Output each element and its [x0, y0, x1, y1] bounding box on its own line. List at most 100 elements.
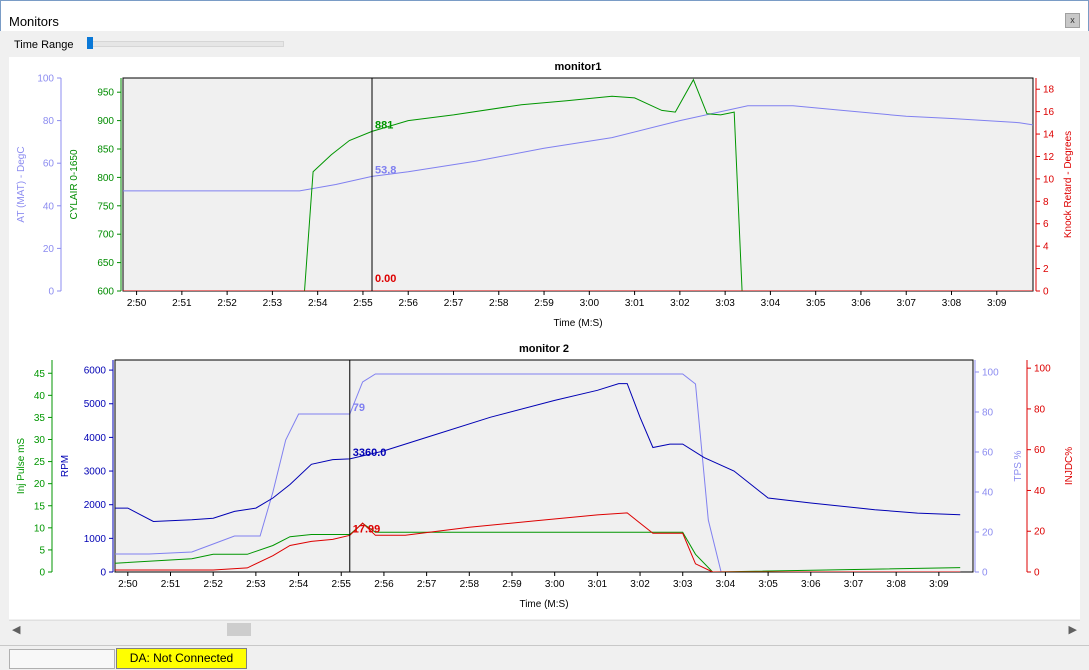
- x-tick-label: 3:03: [715, 298, 735, 309]
- x-tick-label: 2:52: [203, 579, 223, 590]
- x-tick-label: 2:59: [534, 298, 554, 309]
- y-tick-label: 3000: [84, 467, 107, 478]
- x-tick-label: 3:05: [758, 579, 778, 590]
- y-tick-label: 900: [97, 116, 114, 127]
- x-tick-label: 3:09: [987, 298, 1007, 309]
- x-tick-label: 2:56: [374, 579, 394, 590]
- x-tick-label: 2:55: [353, 298, 373, 309]
- x-tick-label: 3:06: [851, 298, 871, 309]
- series-line-rpm: [115, 383, 961, 523]
- y-axis-label: TPS %: [1013, 450, 1024, 481]
- y-tick-label: 18: [1043, 85, 1055, 96]
- y-tick-label: 950: [97, 88, 114, 99]
- y-tick-label: 12: [1043, 152, 1055, 163]
- cursor-value-label: 3360.0: [353, 447, 387, 459]
- x-tick-label: 3:05: [806, 298, 826, 309]
- y-tick-label: 100: [37, 74, 54, 85]
- scrollbar-thumb[interactable]: [227, 623, 251, 636]
- da-status-badge: DA: Not Connected: [116, 648, 247, 669]
- y-tick-label: 2: [1043, 264, 1049, 275]
- x-tick-label: 2:57: [444, 298, 464, 309]
- cursor-value-label: 881: [375, 119, 393, 131]
- horizontal-scrollbar[interactable]: ◀ ▶: [9, 620, 1080, 638]
- y-tick-label: 35: [34, 413, 46, 424]
- y-tick-label: 5: [39, 545, 45, 556]
- monitor1-chart: monitor1 2:50 2:51 2:52 2:53 2:54 2:55 2:56 2:57…: [16, 61, 1074, 329]
- window-titlebar: Monitors x: [0, 0, 1089, 31]
- y-tick-label: 10: [1043, 174, 1055, 185]
- x-tick-label: 2:54: [308, 298, 328, 309]
- y-tick-label: 60: [1034, 445, 1046, 456]
- x-tick-label: 3:03: [673, 579, 693, 590]
- monitor2-chart: monitor 2 2:50 2:51 2:52 2:53 2:54 2:55 2:56 2:5…: [16, 343, 1075, 610]
- x-tick-label: 2:57: [417, 579, 437, 590]
- y-tick-label: 80: [1034, 404, 1046, 415]
- y-tick-label: 2000: [84, 500, 107, 511]
- y-tick-label: 60: [43, 159, 55, 170]
- cursor-value-label: 79: [353, 402, 365, 414]
- toolbar: Time Range: [1, 31, 1088, 57]
- time-range-label: Time Range: [14, 39, 74, 51]
- x-tick-label: 3:01: [625, 298, 645, 309]
- x-tick-label: 2:58: [460, 579, 480, 590]
- y-tick-label: 850: [97, 145, 114, 156]
- y-tick-label: 700: [97, 230, 114, 241]
- chart-title: monitor 2: [519, 343, 569, 355]
- y-tick-label: 650: [97, 258, 114, 269]
- x-tick-label: 2:56: [398, 298, 418, 309]
- chart-title: monitor1: [554, 61, 601, 73]
- x-tick-label: 3:02: [630, 579, 650, 590]
- y-axis-label: Inj Pulse mS: [16, 438, 27, 494]
- y-tick-label: 100: [1034, 364, 1051, 375]
- x-tick-label: 2:51: [161, 579, 181, 590]
- series-line-injdc: [115, 512, 961, 572]
- series-line-tps: [115, 373, 961, 572]
- y-tick-label: 600: [97, 287, 114, 298]
- y-tick-label: 0: [1034, 568, 1040, 579]
- time-range-slider-thumb[interactable]: [87, 37, 93, 49]
- x-tick-label: 2:53: [246, 579, 266, 590]
- x-tick-label: 2:58: [489, 298, 509, 309]
- close-icon[interactable]: x: [1065, 13, 1080, 28]
- cursor-value-label: 53.8: [375, 164, 396, 176]
- y-tick-label: 45: [34, 369, 46, 380]
- y-tick-label: 0: [48, 287, 54, 298]
- y-axis-label: INJDC%: [1064, 447, 1075, 485]
- y-tick-label: 40: [1034, 486, 1046, 497]
- y-tick-label: 40: [43, 201, 55, 212]
- time-range-slider-track[interactable]: [88, 41, 284, 47]
- charts-panel: monitor1 2:50 2:51 2:52 2:53 2:54 2:55 2:56 2:57…: [9, 57, 1080, 619]
- y-tick-label: 10: [34, 523, 46, 534]
- x-tick-label: 2:55: [332, 579, 352, 590]
- y-axis-label: RPM: [60, 455, 71, 477]
- x-tick-label: 2:51: [172, 298, 192, 309]
- y-tick-label: 0: [982, 568, 988, 579]
- y-tick-label: 20: [1034, 527, 1046, 538]
- y-tick-label: 20: [982, 528, 994, 539]
- plot-area: [122, 77, 1034, 292]
- y-tick-label: 800: [97, 173, 114, 184]
- series-line-at: [123, 105, 1033, 192]
- y-axis-label: AT (MAT) - DegC: [16, 146, 27, 222]
- x-tick-label: 3:00: [545, 579, 565, 590]
- y-tick-label: 6: [1043, 219, 1049, 230]
- chevron-left-icon[interactable]: ◀: [12, 624, 21, 636]
- x-tick-label: 3:08: [886, 579, 906, 590]
- x-tick-label: 3:07: [844, 579, 864, 590]
- y-tick-label: 750: [97, 201, 114, 212]
- y-tick-label: 5000: [84, 399, 107, 410]
- y-axis-label: CYLAIR 0-1650: [69, 149, 80, 219]
- status-bar: DA: Not Connected: [0, 645, 1089, 670]
- x-tick-label: 3:01: [588, 579, 608, 590]
- plot-area: [114, 359, 974, 573]
- y-tick-label: 100: [982, 368, 999, 379]
- x-tick-label: 3:06: [801, 579, 821, 590]
- y-tick-label: 14: [1043, 130, 1055, 141]
- cursor-value-label: 17.99: [353, 523, 381, 535]
- x-tick-label: 2:52: [217, 298, 237, 309]
- cursor-value-label: 0.00: [375, 273, 396, 285]
- y-tick-label: 15: [34, 501, 46, 512]
- x-tick-label: 2:59: [502, 579, 522, 590]
- chevron-right-icon[interactable]: ▶: [1068, 624, 1077, 636]
- x-tick-label: 3:09: [929, 579, 949, 590]
